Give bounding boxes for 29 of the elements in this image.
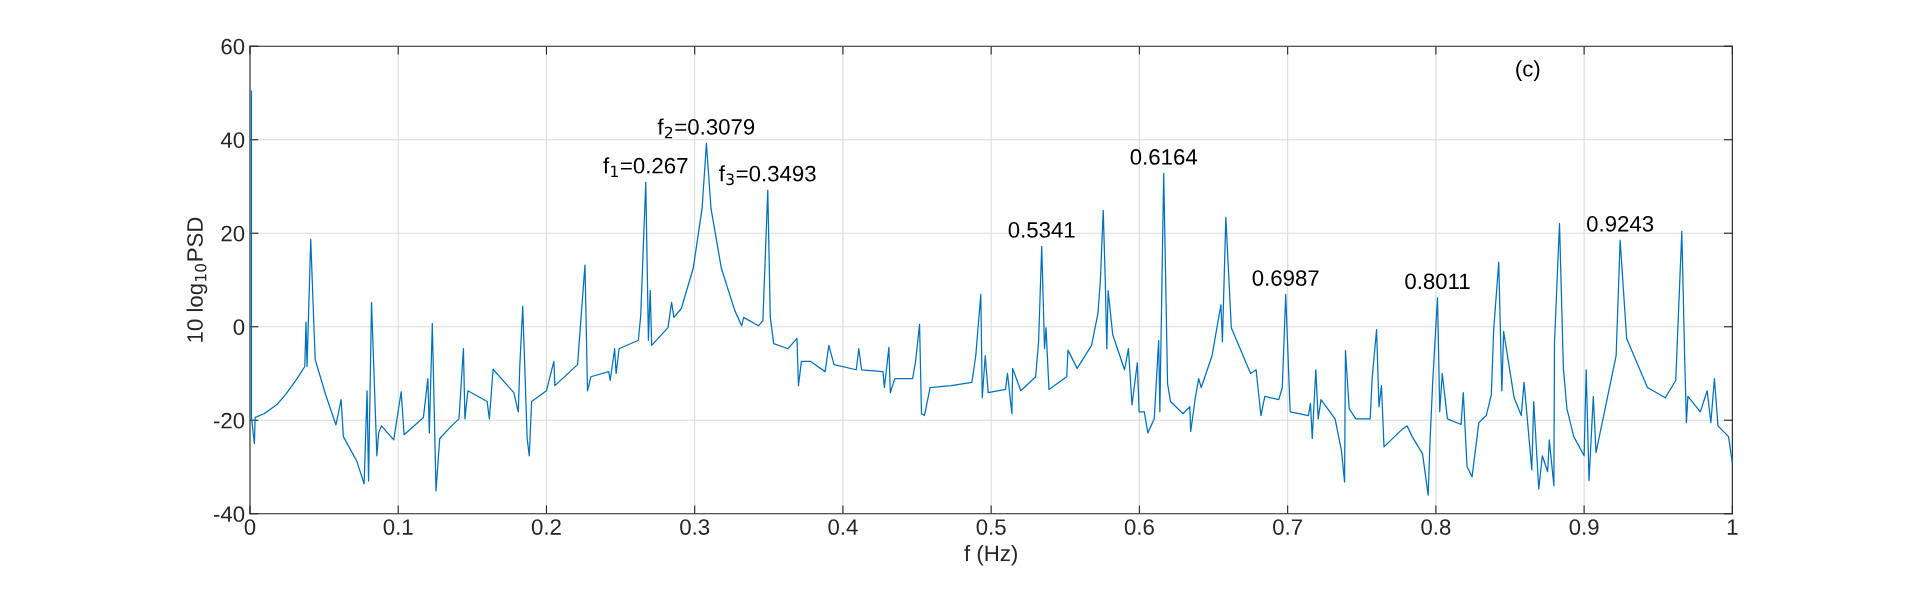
x-tick-label: 0.6 <box>1124 519 1154 535</box>
annotation: 0.9243 <box>1587 215 1654 232</box>
annotation: f$_{1}$=0.267 <box>603 157 688 177</box>
x-axis-title: f (Hz) <box>964 544 1017 566</box>
x-tick-label: 0.3 <box>680 519 710 535</box>
x-tick-label: 0.1 <box>383 519 413 535</box>
y-tick-label: 0 <box>233 319 245 336</box>
x-tick-label: 0.7 <box>1273 519 1302 535</box>
x-tick-label: 0.9 <box>1569 519 1599 535</box>
y-tick-label: 60 <box>221 38 245 55</box>
x-tick-label: 0.5 <box>976 519 1006 535</box>
annotation: 0.6987 <box>1252 270 1319 286</box>
annotation: f$_{2}$=0.3079 <box>657 118 755 139</box>
annotation: 0.6164 <box>1130 149 1198 165</box>
y-tick-label: -20 <box>213 412 245 429</box>
x-tick-label: 0.4 <box>828 519 858 535</box>
annotation: 0.8011 <box>1405 273 1470 290</box>
annotation: f$_{3}$=0.3493 <box>719 165 816 186</box>
x-tick-label: 1 <box>1727 519 1738 535</box>
annotation: (c) <box>1516 60 1540 81</box>
x-tick-label: 0.8 <box>1421 519 1451 535</box>
line-series <box>250 90 1733 496</box>
annotation: 0.5341 <box>1008 222 1075 238</box>
x-tick-label: 0.2 <box>531 519 561 535</box>
y-tick-label: -40 <box>213 506 245 523</box>
y-tick-label: 40 <box>220 132 245 148</box>
x-tick-label: 0 <box>244 519 256 535</box>
y-axis-title: 10 log$_{10}$PSD <box>186 217 208 342</box>
y-tick-label: 20 <box>221 225 245 242</box>
